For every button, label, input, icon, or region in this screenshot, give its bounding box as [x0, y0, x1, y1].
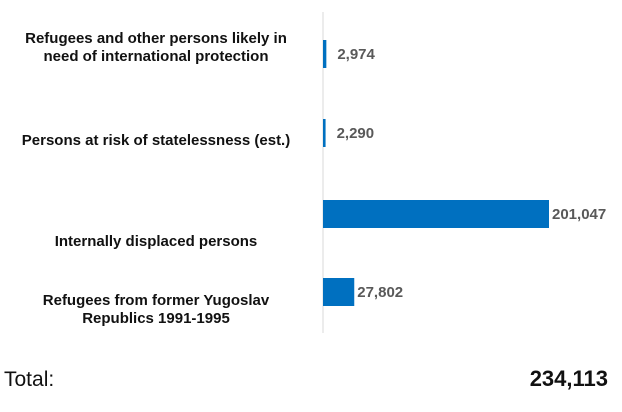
data-label-refugees-international-protection: 2,974 [337, 46, 375, 63]
category-label-former-yugoslav-refugees: Refugees from former Yugoslav Republics … [42, 292, 270, 327]
total-label: Total: [4, 368, 55, 391]
total-value: 234,113 [529, 366, 608, 391]
bar-statelessness [323, 119, 326, 147]
data-label-idps: 201,047 [552, 206, 606, 223]
category-label-idps: Internally displaced persons [54, 233, 258, 250]
data-label-former-yugoslav-refugees: 27,802 [357, 284, 403, 301]
category-label-refugees-international-protection: Refugees and other persons likely in nee… [25, 30, 287, 65]
bar-idps [323, 200, 549, 228]
bar-former-yugoslav-refugees [323, 278, 355, 306]
category-label-statelessness: Persons at risk of statelessness (est.) [21, 132, 291, 149]
bar-refugees-international-protection [323, 40, 327, 68]
data-label-statelessness: 2,290 [337, 125, 375, 142]
